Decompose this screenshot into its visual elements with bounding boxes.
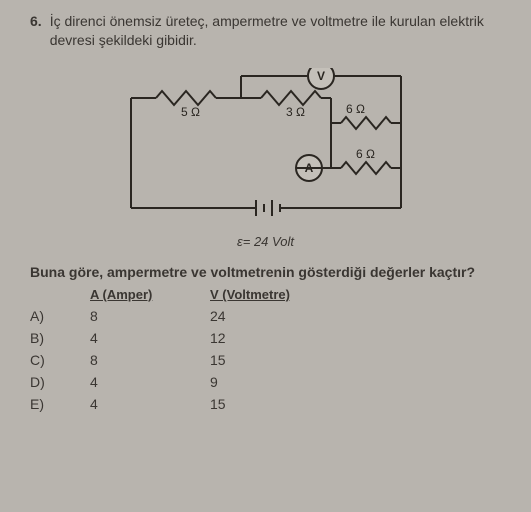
ammeter-label: A — [304, 161, 313, 175]
option-v: 9 — [210, 374, 350, 390]
r2-label: 3 Ω — [286, 105, 305, 119]
option-a: 4 — [90, 396, 210, 412]
answers-table: A (Amper) V (Voltmetre) A) 8 24 B) 4 12 … — [30, 287, 501, 412]
answer-row: D) 4 9 — [30, 374, 501, 390]
question-followup: Buna göre, ampermetre ve voltmetrenin gö… — [30, 263, 501, 281]
question-header: 6. İç direnci önemsiz üreteç, ampermetre… — [30, 12, 501, 50]
option-a: 8 — [90, 308, 210, 324]
answer-row: C) 8 15 — [30, 352, 501, 368]
r3-label: 6 Ω — [346, 102, 365, 116]
answers-header-row: A (Amper) V (Voltmetre) — [30, 287, 501, 302]
circuit-diagram: 5 Ω 3 Ω 6 Ω 6 Ω V A — [101, 68, 431, 228]
r4-label: 6 Ω — [356, 147, 375, 161]
option-a: 4 — [90, 374, 210, 390]
option-label: A) — [30, 308, 90, 324]
answer-row: B) 4 12 — [30, 330, 501, 346]
option-v: 15 — [210, 352, 350, 368]
emf-caption: ε= 24 Volt — [30, 234, 501, 249]
option-v: 24 — [210, 308, 350, 324]
option-a: 4 — [90, 330, 210, 346]
r1-label: 5 Ω — [181, 105, 200, 119]
option-label: E) — [30, 396, 90, 412]
header-volt: V (Voltmetre) — [210, 287, 350, 302]
circuit-svg: 5 Ω 3 Ω 6 Ω 6 Ω V A — [101, 68, 431, 228]
option-v: 15 — [210, 396, 350, 412]
option-label: B) — [30, 330, 90, 346]
question-number: 6. — [30, 12, 42, 50]
option-label: D) — [30, 374, 90, 390]
voltmeter-label: V — [316, 69, 324, 83]
header-amper: A (Amper) — [90, 287, 210, 302]
option-v: 12 — [210, 330, 350, 346]
question-text: İç direnci önemsiz üreteç, ampermetre ve… — [50, 12, 501, 50]
option-a: 8 — [90, 352, 210, 368]
answer-row: A) 8 24 — [30, 308, 501, 324]
answer-row: E) 4 15 — [30, 396, 501, 412]
option-label: C) — [30, 352, 90, 368]
